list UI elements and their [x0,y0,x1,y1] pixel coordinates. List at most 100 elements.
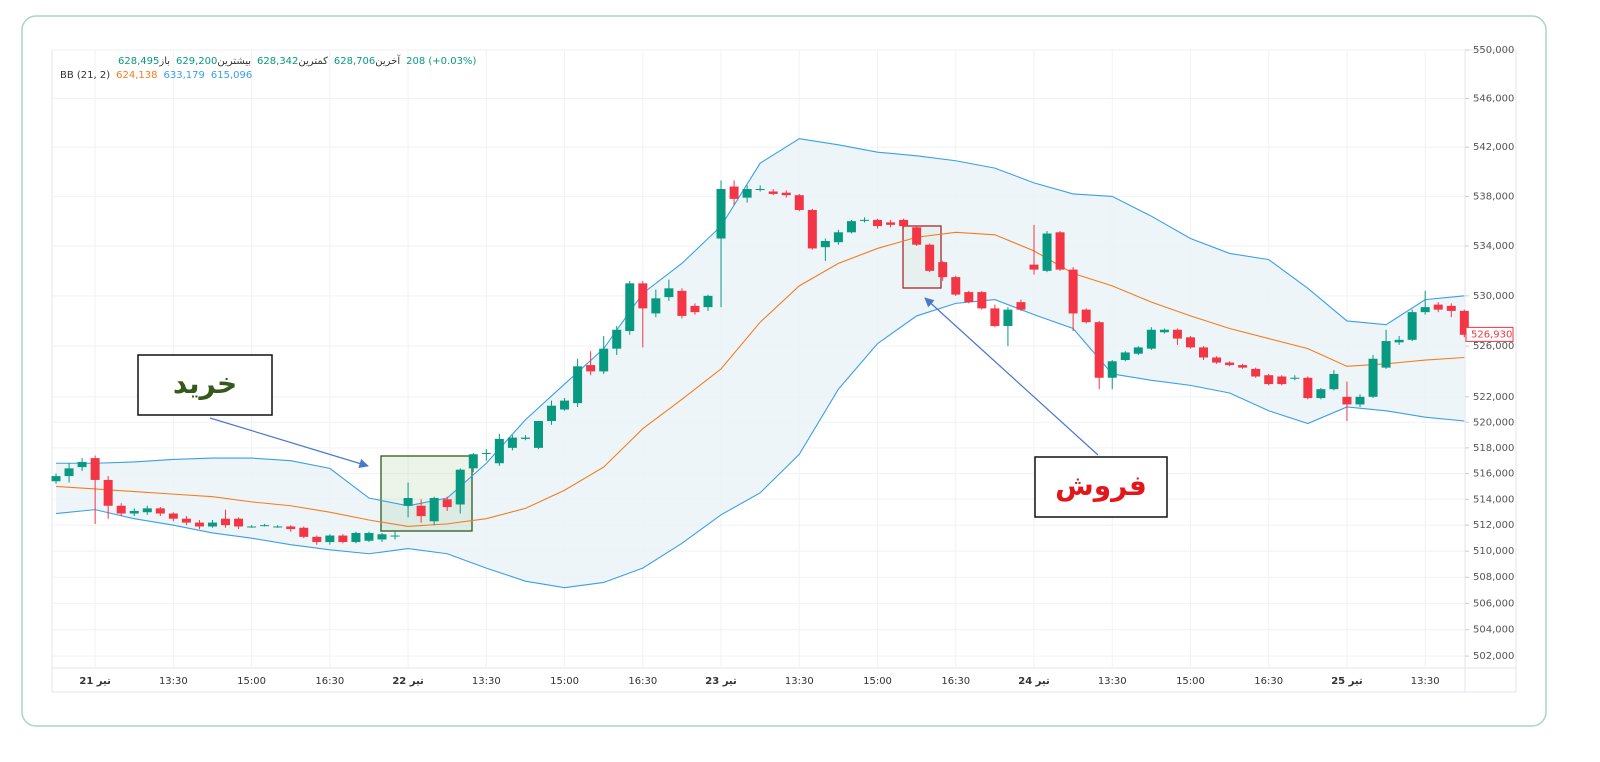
candle-body [299,527,309,537]
candle-body [1172,329,1182,339]
y-tick-label: 504,000 [1473,625,1514,636]
y-tick-label: 526,000 [1473,341,1514,352]
band-line [56,138,1465,507]
candle-body [1290,377,1300,379]
candle-body [873,219,883,227]
candle-body [560,400,570,410]
x-tick-label: 21 تیر [79,676,111,687]
candle-body [1146,329,1156,349]
candle-body [260,525,270,527]
y-tick-label: 534,000 [1473,241,1514,252]
candle-body [1407,312,1417,340]
candle-body [64,468,74,477]
candle-body [1238,365,1248,368]
candle-body [1107,361,1117,378]
candle-body [51,476,61,482]
indicator-legend: BB (21, 2) 624,138 633,179 615,096 [60,70,252,81]
candle-body [1081,309,1091,323]
indicator-value: 633,179 [163,70,205,81]
legend-label: بیشترین [217,56,252,67]
candle-body [1368,358,1378,397]
candle-body [612,329,622,349]
candle-body [116,505,126,514]
ohlc-legend: باز628,495 بیشترین629,200 کمترین628,342 آخر… [118,56,476,67]
y-tick-label: 542,000 [1473,142,1514,153]
candle-body [1394,339,1404,343]
annotation-box [137,354,273,416]
x-tick-label: 13:30 [472,676,501,687]
x-tick-label: 16:30 [1254,676,1283,687]
legend-item: کمترین628,342 [257,56,328,67]
candle-body [1120,352,1130,361]
candle-body [481,452,491,454]
candle-body [638,283,648,309]
candle-body [194,522,204,527]
candle-body [1433,304,1443,310]
candle-body [1264,375,1274,385]
candle-body [221,518,231,526]
legend-label: آخرین [375,56,401,67]
legend-item: آخرین628,706 [334,56,400,67]
indicator-title: BB (21, 2) [60,70,111,81]
legend-change: 208 (+0.03%) [406,56,477,67]
x-tick-label: 13:30 [1411,676,1440,687]
candle-body [990,308,1000,326]
y-tick-label: 550,000 [1473,45,1514,56]
candle-body [1068,269,1078,314]
legend-value: 629,200 [176,56,218,67]
y-tick-label: 520,000 [1473,417,1514,428]
candle-body [781,192,791,196]
candle-body [964,292,974,303]
candle-body [247,526,257,528]
x-tick-label: 16:30 [628,676,657,687]
y-tick-label: 516,000 [1473,469,1514,480]
candle-body [533,420,543,448]
legend-item: بیشترین629,200 [176,56,251,67]
candle-body [1212,357,1222,363]
annotation-text: فروش [1055,469,1147,502]
annotation-box [1034,456,1168,518]
candle-body [325,535,335,543]
candle-body [520,437,530,439]
x-tick-label: 16:30 [941,676,970,687]
x-tick-label: 15:00 [237,676,266,687]
candle-body [129,510,139,514]
candle-body [273,526,283,528]
candle-body [716,189,726,239]
candle-body [1042,233,1052,271]
candle-body [794,195,804,210]
candle-body [938,262,948,278]
candle-body [1055,232,1065,270]
x-tick-label: 15:00 [863,676,892,687]
candle-body [207,522,217,527]
candle-body [677,290,687,316]
x-tick-label: 13:30 [785,676,814,687]
annotation-arrow [209,417,369,469]
candle-body [1029,264,1039,270]
candle-body [1225,362,1235,366]
candle-body [168,513,178,519]
candle-body [899,219,909,227]
candle-body [768,191,778,194]
candle-body [820,240,830,248]
last-price-box [1465,326,1514,342]
candle-body [1446,305,1456,311]
indicator-value: 615,096 [210,70,253,81]
y-tick-label: 538,000 [1473,191,1514,202]
candle-body [1381,341,1391,368]
candle-body [573,366,583,404]
candle-body [377,534,387,540]
candle-body [1251,368,1261,377]
y-tick-label: 512,000 [1473,520,1514,531]
candle-body [651,298,661,314]
candle-body [1329,373,1339,390]
candle-body [155,508,165,514]
x-tick-label: 16:30 [315,676,344,687]
band-line [55,299,1465,589]
legend-value: 628,342 [257,56,299,67]
candle-body [455,469,465,505]
x-tick-label: 13:30 [1098,676,1127,687]
candle-body [1316,389,1326,399]
candle-body [1159,329,1169,333]
